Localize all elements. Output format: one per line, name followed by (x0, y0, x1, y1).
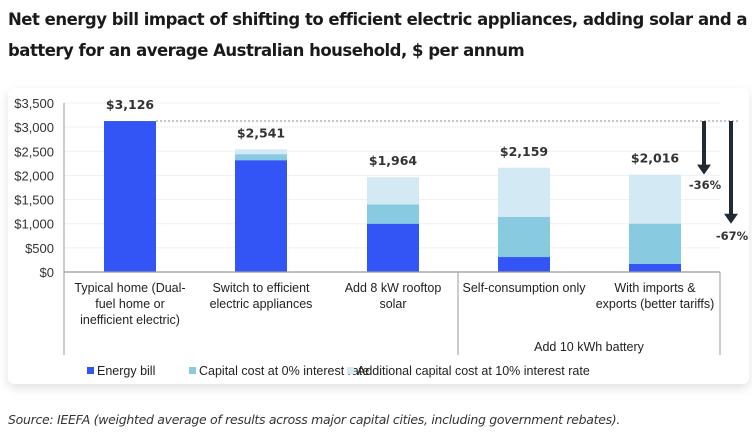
y-tick-label: $1,500 (14, 193, 54, 208)
y-tick-label: $0 (40, 265, 54, 280)
y-tick-label: $2,000 (14, 168, 54, 183)
legend-swatch (87, 367, 94, 374)
category-group-label: Add 10 kWh battery (534, 340, 645, 354)
bar-segment-energy-bill (367, 223, 419, 272)
bar-segment-energy-bill (104, 121, 156, 272)
percent-change-label: -67% (716, 229, 749, 243)
category-label-line: Self-consumption only (463, 281, 587, 295)
category-label-line: Add 8 kW rooftop (345, 281, 442, 295)
bar-segment-additional-10pct (367, 177, 419, 205)
chart-title: Net energy bill impact of shifting to ef… (8, 10, 748, 60)
bar-segment-additional-10pct (498, 167, 550, 217)
y-tick-label: $500 (25, 241, 54, 256)
category-label-line: Switch to efficient (212, 281, 310, 295)
legend-label: Additional capital cost at 10% interest … (357, 364, 590, 378)
category-label-line: fuel home or (95, 297, 164, 311)
total-label: $1,964 (369, 153, 418, 168)
percent-change-label: -36% (689, 178, 722, 192)
legend-swatch (347, 367, 354, 374)
category-labels: Typical home (Dual-fuel home or inefficie… (74, 281, 714, 354)
category-label-line: Typical home (Dual- (74, 281, 185, 295)
data-labels: $3,126 $2,541 $1,964 $2,159 $2,016 (106, 97, 680, 168)
source-note: Source: IEEFA (weighted average of resul… (8, 412, 621, 427)
category-label-line: exports (better tariffs) (596, 297, 715, 311)
bar-segment-additional-10pct (629, 174, 681, 224)
y-axis-ticks: $0 $500 $1,000 $1,500 $2,000 $2,500 $3,000 $3,5… (14, 96, 54, 280)
legend-label: Capital cost at 0% interest rate (199, 364, 369, 378)
category-label: Add 8 kW rooftop solar (345, 281, 442, 311)
bar-segment-capital-0pct (498, 216, 550, 258)
axes (63, 103, 721, 355)
annotations: -36% -67% (156, 120, 749, 243)
legend-label: Energy bill (97, 364, 155, 378)
category-label: Self-consumption only (463, 281, 587, 295)
arrow-head-icon (697, 164, 711, 175)
category-label: With imports & exports (better tariffs) (596, 281, 715, 311)
category-label-line: electric appliances (210, 297, 313, 311)
total-label: $2,016 (631, 151, 680, 166)
bar-segment-energy-bill (498, 257, 550, 272)
y-tick-label: $2,500 (14, 144, 54, 159)
y-tick-label: $3,000 (14, 120, 54, 135)
category-label: Typical home (Dual-fuel home or inefficie… (74, 281, 185, 327)
total-label: $2,541 (237, 125, 285, 140)
bar-segment-energy-bill (629, 263, 681, 272)
category-label-line: inefficient electric) (80, 313, 180, 327)
bar-segment-energy-bill (235, 160, 287, 272)
bars (104, 121, 681, 272)
bar-segment-additional-10pct (235, 149, 287, 155)
category-label: Switch to efficient electric appliances (210, 281, 313, 311)
bar-segment-capital-0pct (235, 154, 287, 161)
bar-segment-capital-0pct (367, 204, 419, 224)
arrow-head-icon (724, 213, 738, 224)
total-label: $2,159 (500, 144, 548, 159)
category-label-line: solar (379, 297, 406, 311)
y-tick-label: $3,500 (14, 96, 54, 111)
category-label-line: With imports & (614, 281, 696, 295)
legend: Energy bill Capital cost at 0% interest r… (87, 364, 590, 378)
bar-segment-capital-0pct (629, 223, 681, 264)
legend-swatch (189, 367, 196, 374)
total-label: $3,126 (106, 97, 155, 112)
y-tick-label: $1,000 (14, 217, 54, 232)
